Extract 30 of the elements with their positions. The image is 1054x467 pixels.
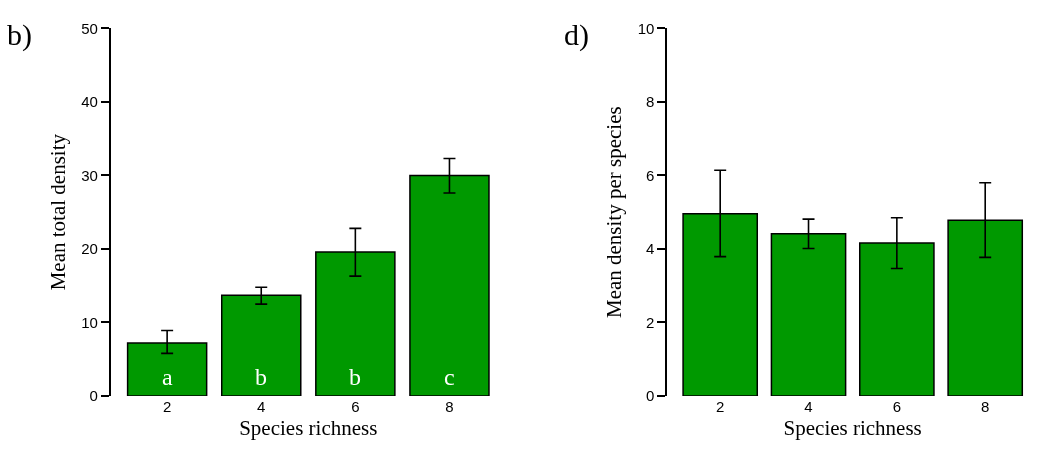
x-tick-label: 6 [892, 398, 902, 415]
y-tick-label: 10 [637, 19, 655, 37]
x-axis-title: Species richness [783, 416, 922, 441]
annotation: c [444, 364, 455, 390]
y-tick-label: 40 [81, 93, 98, 111]
y-axis-title: Mean total density [45, 133, 70, 291]
chart-title: b) [7, 18, 32, 52]
annotation: b [255, 364, 267, 390]
x-tick-label: 2 [162, 398, 172, 415]
annotation: b [349, 364, 361, 390]
y-tick-label: 6 [646, 166, 655, 184]
x-tick-label: 4 [257, 398, 266, 415]
y-tick-label: 30 [81, 166, 98, 184]
x-tick-label: 8 [445, 398, 454, 415]
y-tick-label: 2 [646, 313, 655, 331]
x-tick-label: 8 [981, 398, 990, 415]
y-tick-label: 0 [646, 387, 655, 405]
y-axis-title: Mean density per species [602, 106, 627, 319]
x-tick-label: 4 [804, 398, 813, 415]
y-tick-label: 50 [81, 19, 98, 37]
y-tick-label: 0 [89, 387, 98, 405]
y-tick-label: 20 [81, 240, 98, 258]
y-tick-label: 8 [646, 93, 655, 111]
x-tick-label: 2 [716, 398, 725, 415]
x-axis-title: Species richness [239, 416, 378, 441]
annotation: a [162, 364, 173, 390]
x-tick-label: 6 [351, 398, 360, 415]
y-tick-label: 10 [81, 313, 98, 331]
chart-title: d) [564, 18, 589, 52]
y-tick-label: 4 [646, 240, 655, 258]
